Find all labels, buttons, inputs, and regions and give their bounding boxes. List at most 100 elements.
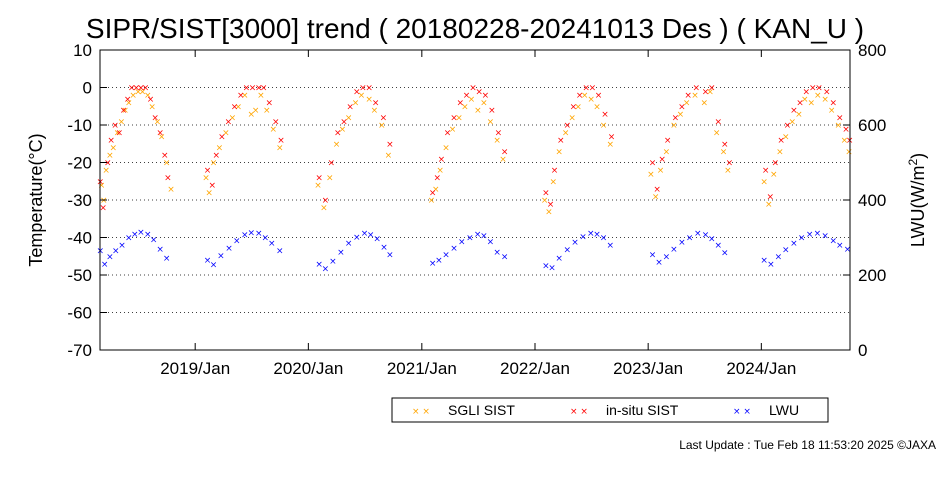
- data-point: ×: [834, 121, 842, 131]
- data-point: ×: [137, 84, 145, 94]
- data-point: ×: [429, 189, 437, 199]
- data-point: ×: [541, 196, 549, 206]
- data-point: ×: [607, 241, 615, 251]
- data-point: ×: [563, 246, 571, 256]
- data-point: ×: [775, 252, 783, 262]
- data-point: ×: [367, 231, 375, 241]
- data-point: ×: [608, 132, 616, 142]
- data-point: ×: [714, 117, 722, 127]
- data-point: ×: [210, 261, 218, 271]
- legend-label-sgli-sist: SGLI SIST: [448, 402, 515, 418]
- data-marks: × × × × × × × × × × × × × × × × × × × × × × × × × × × × × × × × × × × × × × × ×…: [97, 84, 854, 275]
- y2-axis-label-main: LWU(W/m: [908, 166, 928, 248]
- data-point: ×: [255, 84, 263, 94]
- data-point: ×: [112, 247, 120, 257]
- data-point: ×: [137, 228, 145, 238]
- data-point: ×: [663, 252, 671, 262]
- data-point: ×: [776, 147, 784, 157]
- data-point: ×: [353, 233, 361, 243]
- data-point: ×: [277, 136, 285, 146]
- data-point: ×: [474, 106, 482, 116]
- data-point: ×: [708, 234, 716, 244]
- data-point: ×: [438, 155, 446, 165]
- data-point: ×: [487, 237, 495, 247]
- data-point: ×: [767, 192, 775, 202]
- data-point: ×: [550, 177, 558, 187]
- data-point: ×: [663, 147, 671, 157]
- data-point: ×: [380, 114, 388, 124]
- data-point: ×: [435, 256, 443, 266]
- data-point: ×: [346, 102, 354, 112]
- data-point: ×: [326, 174, 334, 184]
- data-point: ×: [276, 144, 284, 154]
- data-point: ×: [487, 117, 495, 127]
- data-point: ×: [106, 252, 114, 262]
- data-point: ×: [270, 125, 278, 135]
- data-point: ×: [844, 245, 852, 255]
- data-point: ×: [726, 159, 734, 169]
- data-point: ×: [167, 185, 175, 195]
- data-point: ×: [555, 147, 563, 157]
- data-point: ×: [664, 136, 672, 146]
- data-point: ×: [600, 234, 608, 244]
- data-point: ×: [803, 87, 811, 97]
- data-point: ×: [777, 136, 785, 146]
- data-point: ×: [216, 144, 224, 154]
- data-point: ×: [134, 87, 142, 97]
- data-point: ×: [461, 102, 469, 112]
- data-point: ×: [542, 262, 550, 272]
- data-point: ×: [571, 238, 579, 248]
- y-tick-label: -70: [67, 341, 92, 360]
- chart-title: SIPR/SIST[3000] trend ( 20180228-2024101…: [86, 13, 864, 44]
- data-point: ×: [133, 84, 141, 94]
- data-point: ×: [248, 110, 256, 120]
- data-point: ×: [807, 99, 815, 109]
- data-point: ×: [593, 102, 601, 112]
- y-tick-label: -10: [67, 116, 92, 135]
- data-point: ×: [229, 114, 237, 124]
- data-point: ×: [161, 151, 169, 161]
- data-point: ×: [555, 254, 563, 264]
- data-point: ×: [790, 106, 798, 116]
- data-point: ×: [547, 200, 555, 210]
- data-point: ×: [501, 147, 509, 157]
- data-point: ×: [649, 159, 657, 169]
- data-point: ×: [154, 117, 162, 127]
- data-point: ×: [358, 91, 366, 101]
- data-point: ×: [770, 170, 778, 180]
- data-point: ×: [772, 159, 780, 169]
- data-point: ×: [248, 228, 256, 238]
- data-point: ×: [147, 95, 155, 105]
- data-point: ×: [721, 140, 729, 150]
- data-point: ×: [796, 99, 804, 109]
- data-point: ×: [684, 91, 692, 101]
- legend-item-insitu-sist: × × in-situ SIST: [570, 402, 679, 418]
- data-point: ×: [385, 151, 393, 161]
- data-point: ×: [202, 174, 210, 184]
- data-point: ×: [456, 99, 464, 109]
- data-point: ×: [339, 125, 347, 135]
- data-point: ×: [125, 234, 133, 244]
- data-point: ×: [100, 196, 108, 206]
- data-point: ×: [545, 207, 553, 217]
- data-point: ×: [432, 185, 440, 195]
- data-point: ×: [702, 231, 710, 241]
- data-point: ×: [225, 244, 233, 254]
- data-point: ×: [823, 87, 831, 97]
- data-point: ×: [557, 136, 565, 146]
- data-point: ×: [574, 102, 582, 112]
- data-point: ×: [329, 257, 337, 267]
- data-point: ×: [720, 147, 728, 157]
- data-point: ×: [322, 264, 330, 274]
- data-point: ×: [257, 91, 265, 101]
- data-point: ×: [708, 84, 716, 94]
- y2-tick-label: 400: [858, 191, 886, 210]
- data-point: ×: [795, 110, 803, 120]
- data-point: ×: [204, 166, 212, 176]
- data-point: ×: [607, 140, 615, 150]
- data-point: ×: [655, 258, 663, 268]
- data-point: ×: [99, 204, 107, 214]
- data-point: ×: [337, 248, 345, 258]
- data-point: ×: [365, 95, 373, 105]
